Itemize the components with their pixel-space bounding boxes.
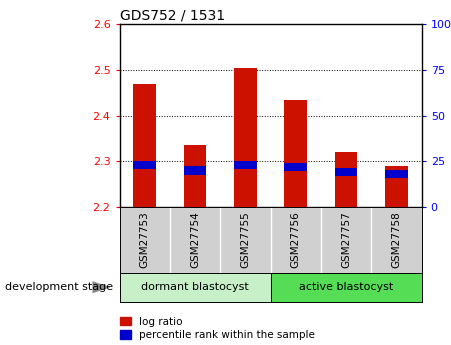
Text: dormant blastocyst: dormant blastocyst (141, 282, 249, 292)
Bar (234, 161, 257, 169)
Text: GDS752 / 1531: GDS752 / 1531 (120, 9, 225, 23)
Text: GSM27754: GSM27754 (190, 211, 200, 268)
Bar (133, 83, 156, 207)
Bar (234, 68, 257, 207)
Bar (285, 100, 307, 207)
Bar (285, 162, 307, 171)
Bar (184, 166, 207, 175)
Bar (133, 161, 156, 169)
Bar (335, 152, 358, 207)
Text: active blastocyst: active blastocyst (299, 282, 393, 292)
Bar (385, 170, 408, 178)
Bar (335, 168, 358, 176)
Text: GSM27758: GSM27758 (391, 211, 401, 268)
Bar (184, 145, 207, 207)
Text: GSM27756: GSM27756 (291, 211, 301, 268)
Text: GSM27757: GSM27757 (341, 211, 351, 268)
Bar (385, 166, 408, 207)
Text: development stage: development stage (5, 282, 113, 292)
Text: GSM27753: GSM27753 (140, 211, 150, 268)
Text: GSM27755: GSM27755 (240, 211, 250, 268)
Legend: log ratio, percentile rank within the sample: log ratio, percentile rank within the sa… (120, 317, 315, 340)
Polygon shape (92, 281, 110, 293)
